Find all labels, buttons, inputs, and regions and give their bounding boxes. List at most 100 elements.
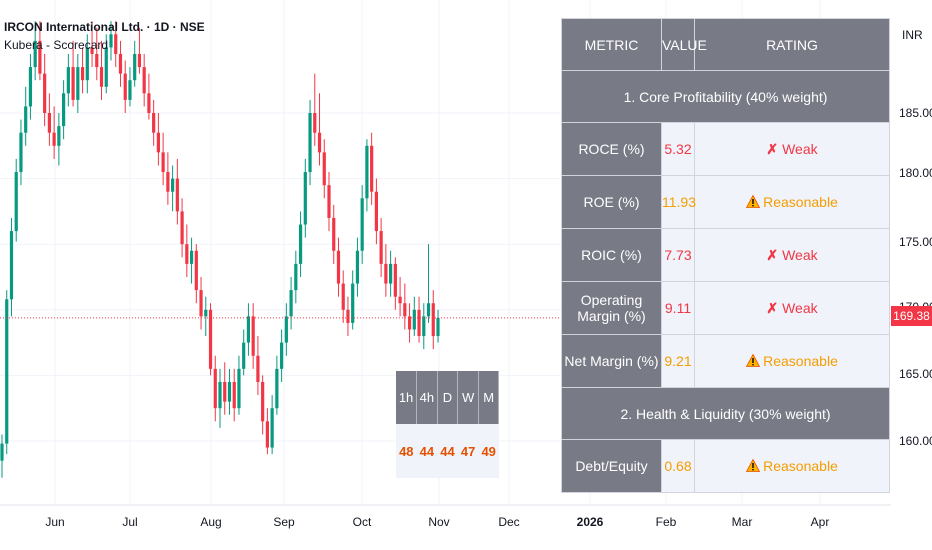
candle-body: [270, 408, 274, 448]
candle: [389, 250, 393, 297]
candle-body: [43, 73, 47, 113]
candle: [317, 93, 322, 166]
time-tick-label: Oct: [352, 515, 372, 529]
timeframe-header: W: [457, 371, 479, 424]
candle-body: [313, 113, 317, 133]
candle-body: [346, 309, 350, 323]
candle-body: [294, 263, 298, 291]
timeframe-value: 48: [396, 424, 417, 478]
candle: [322, 139, 326, 199]
candle: [156, 113, 160, 166]
candle: [33, 21, 37, 81]
candle-body: [204, 309, 208, 317]
candle-body: [80, 67, 85, 81]
candle: [14, 158, 18, 242]
candle: [5, 290, 9, 455]
candle: [194, 244, 198, 304]
candle: [218, 368, 222, 428]
symbol-title[interactable]: IRCON International Ltd. · 1D · NSE: [4, 20, 205, 34]
candle: [256, 336, 260, 396]
time-tick-label: Feb: [655, 515, 677, 529]
candle: [161, 132, 165, 186]
x-mark-icon: ✗: [766, 299, 779, 316]
candle-body: [189, 250, 194, 264]
time-tick-label: Jul: [122, 515, 138, 529]
candle-body: [152, 113, 156, 133]
candle-body: [232, 381, 236, 409]
candle-body: [426, 303, 431, 317]
metric-rating: ✗ Weak: [694, 228, 890, 282]
indicator-title[interactable]: Kubera - Scorecard: [4, 38, 109, 52]
rating-label: Weak: [782, 299, 818, 316]
candle: [398, 277, 402, 317]
candle-body: [133, 53, 137, 81]
candlestick-series: [0, 21, 440, 478]
candle: [417, 296, 421, 343]
candle-body: [436, 317, 440, 337]
candle: [66, 53, 70, 107]
candle: [223, 362, 227, 415]
candle-body: [128, 80, 132, 100]
candle-body: [389, 263, 393, 284]
candle: [265, 408, 269, 455]
candle-body: [114, 34, 118, 54]
timeframe-value: 49: [478, 424, 499, 478]
candle-body: [62, 93, 66, 127]
candle-body: [9, 231, 14, 300]
rating-label: Reasonable: [763, 194, 838, 210]
candle: [403, 283, 407, 330]
candle: [123, 60, 127, 113]
candle: [95, 27, 99, 81]
timeframe-header: D: [437, 371, 459, 424]
metric-rating: Reasonable: [694, 334, 890, 388]
x-mark-icon: ✗: [766, 246, 779, 263]
section-title: 2. Health & Liquidity (30% weight): [561, 387, 890, 440]
candle: [38, 21, 42, 81]
metric-rating: ✗ Weak: [694, 281, 890, 335]
candle: [365, 139, 369, 212]
warning-icon: [745, 353, 761, 369]
candle-body: [52, 132, 56, 146]
x-mark-icon: ✗: [766, 140, 779, 157]
timeframe-value-row: 48 44 44 47 49: [396, 424, 499, 478]
candle-body: [336, 250, 341, 284]
price-tick-label: 180.00: [899, 166, 932, 180]
timeframe-value: 47: [457, 424, 479, 478]
candle-body: [417, 309, 421, 337]
metric-rating: ✗ Weak: [694, 122, 890, 176]
metric-label: Net Margin (%): [561, 334, 662, 388]
candle-body: [137, 53, 142, 68]
candle: [393, 257, 397, 310]
candle-body: [71, 67, 75, 100]
metric-label: Debt/Equity: [561, 439, 662, 493]
candle-body: [156, 132, 160, 153]
candle: [171, 165, 175, 212]
candle-body: [284, 316, 288, 343]
metric-label: Operating Margin (%): [561, 281, 662, 335]
warning-icon: [745, 194, 761, 210]
time-tick-label: Sep: [273, 515, 295, 529]
candle-body: [223, 381, 227, 402]
candle-body: [57, 126, 61, 146]
scorecard-header-row: METRIC VALUE RATING: [561, 18, 890, 71]
timeframe-header: M: [478, 371, 500, 424]
candle-body: [431, 303, 435, 337]
candle: [19, 119, 23, 186]
candle-body: [303, 172, 307, 225]
candle: [80, 47, 85, 94]
candle-body: [109, 34, 113, 48]
candle-body: [298, 224, 303, 264]
rating-label: Reasonable: [763, 458, 838, 474]
candle: [346, 296, 350, 337]
candle: [47, 93, 51, 146]
candle: [137, 27, 142, 74]
candle: [85, 34, 89, 94]
candle: [227, 368, 232, 415]
candle-body: [412, 309, 416, 330]
candle-body: [393, 263, 397, 297]
candle-body: [104, 47, 108, 87]
candle-body: [213, 368, 217, 409]
candle: [213, 355, 217, 422]
section-row: 2. Health & Liquidity (30% weight): [561, 387, 890, 440]
currency-unit[interactable]: INR: [902, 28, 923, 42]
